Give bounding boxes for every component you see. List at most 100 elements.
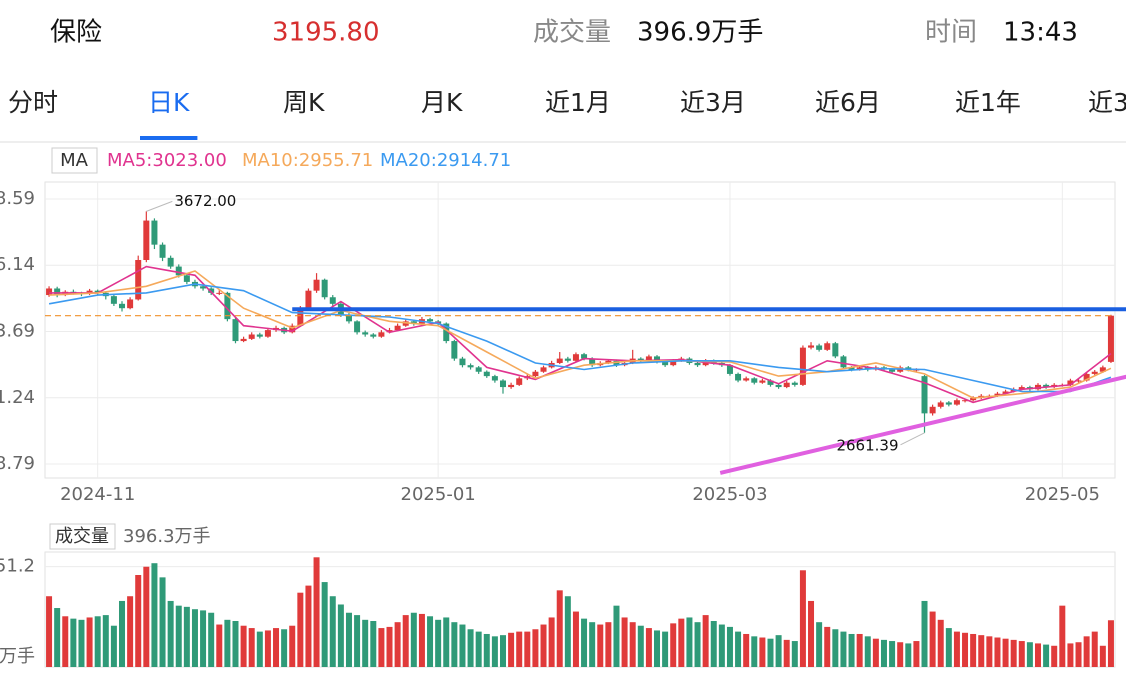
leader-line — [146, 200, 173, 212]
candle-body — [329, 297, 336, 304]
volume-bar — [581, 618, 588, 667]
volume-bar — [435, 619, 442, 667]
volume-bar — [970, 633, 977, 667]
volume-bar — [378, 628, 385, 667]
candle-body — [240, 338, 247, 342]
volume-bar — [751, 636, 758, 667]
price-frame — [44, 181, 1116, 479]
volume-bar — [905, 643, 912, 667]
volume-bar — [637, 625, 644, 667]
candle-body — [1002, 391, 1009, 394]
candle-body — [645, 356, 652, 361]
volume-bar — [589, 622, 596, 667]
candle-body — [1043, 384, 1050, 388]
volume-bar — [264, 630, 271, 667]
candle-body — [791, 382, 798, 385]
volume-bar — [102, 615, 109, 667]
tab[interactable]: 日K — [148, 88, 190, 117]
leader-line — [900, 432, 925, 446]
volume-bar — [475, 631, 482, 667]
ma-line — [48, 283, 1112, 393]
candle-body — [508, 384, 515, 388]
candle-body — [556, 358, 563, 363]
volume-bar — [321, 582, 328, 667]
volume-bar — [273, 628, 280, 667]
volume-bar — [135, 575, 142, 667]
candle-body — [1067, 380, 1074, 385]
candle-body — [929, 406, 936, 414]
tab[interactable]: 近1年 — [955, 88, 1021, 117]
price: 3195.80 — [272, 18, 380, 48]
ma-box — [51, 147, 98, 174]
y-tick-label: 851.2 — [0, 556, 35, 577]
volume-bar — [224, 619, 231, 667]
candle-body — [889, 369, 896, 372]
volume-bar — [232, 621, 239, 667]
volume-bar — [119, 600, 126, 667]
candle-body — [1083, 373, 1090, 381]
candle-body — [1107, 315, 1114, 362]
volume-bar — [467, 629, 474, 667]
volume-bar — [370, 621, 377, 667]
candle-body — [637, 358, 644, 361]
volume-bar — [1010, 639, 1017, 667]
volume-bar — [159, 577, 166, 667]
candle-body — [1075, 380, 1082, 382]
candle-body — [743, 378, 750, 381]
candle-body — [840, 356, 847, 368]
volume-bar — [856, 633, 863, 667]
candle-body — [167, 257, 174, 267]
high-label: 3672.00 — [174, 192, 236, 210]
volume-bar — [937, 619, 944, 667]
candle-body — [856, 367, 863, 370]
volume-bar — [110, 625, 117, 667]
volume-bar — [718, 624, 725, 667]
tab[interactable]: 近3年 — [1088, 88, 1126, 117]
candle-body — [394, 325, 401, 331]
tab[interactable]: 周K — [283, 88, 325, 117]
candle-body — [224, 292, 231, 320]
candle-body — [183, 275, 190, 282]
volume-bar — [418, 613, 425, 667]
volume-bar — [289, 625, 296, 667]
candle-body — [994, 393, 1001, 396]
volume-bar — [305, 585, 312, 667]
volume-bar — [921, 600, 928, 667]
volume-bar — [175, 605, 182, 667]
candle-body — [962, 400, 969, 402]
volume-bar — [694, 622, 701, 667]
candle-body — [362, 332, 369, 335]
candle-body — [670, 360, 677, 366]
volume-bar — [613, 605, 620, 667]
volume-bar — [402, 615, 409, 667]
candle-body — [970, 398, 977, 401]
volume-bar — [248, 628, 255, 667]
tab-underline — [140, 136, 198, 140]
candle-body — [443, 323, 450, 342]
ma-legend: MA10:2955.71 — [242, 150, 373, 171]
volume-bar — [386, 626, 393, 667]
candle-body — [216, 292, 223, 294]
volume-bar — [1067, 643, 1074, 667]
candle-body — [816, 345, 823, 350]
volume-bar — [451, 622, 458, 667]
tab[interactable]: 月K — [421, 88, 463, 117]
volume-bar — [354, 615, 361, 667]
volume-bar — [78, 619, 85, 667]
volume-bar — [54, 608, 61, 667]
ma-label: MA — [60, 150, 89, 171]
volume-bar — [1026, 642, 1033, 667]
volume-bar — [256, 631, 263, 667]
candle-body — [313, 279, 320, 291]
y-tick-label: 3426.14 — [0, 254, 35, 275]
tab[interactable]: 近1月 — [545, 88, 611, 117]
candle-body — [1091, 371, 1098, 374]
volume-bar — [929, 611, 936, 667]
candle-body — [808, 345, 815, 348]
tab[interactable]: 分时 — [8, 88, 58, 117]
tab[interactable]: 近6月 — [815, 88, 881, 117]
tab[interactable]: 近3月 — [680, 88, 746, 117]
volume-bar — [962, 632, 969, 667]
candle-body — [1018, 387, 1025, 390]
volume-bar — [662, 631, 669, 667]
